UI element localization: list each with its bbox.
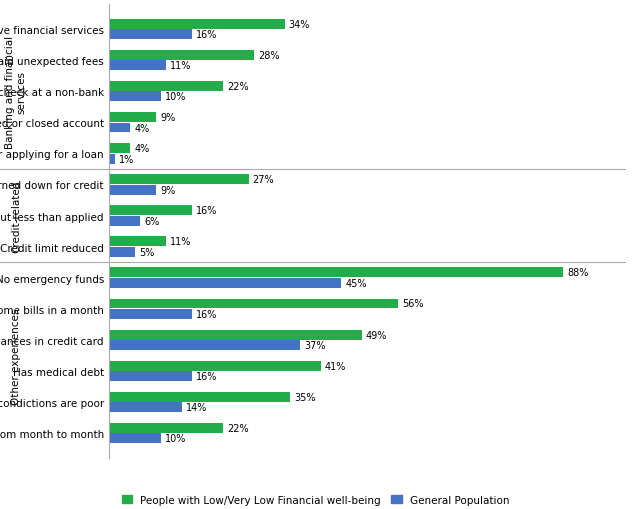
Bar xyxy=(109,361,321,371)
Text: 5%: 5% xyxy=(139,247,155,258)
Bar xyxy=(109,278,341,289)
Bar xyxy=(109,341,300,350)
Text: 4%: 4% xyxy=(134,123,149,133)
Text: 41%: 41% xyxy=(325,361,346,371)
Bar xyxy=(109,423,223,433)
Bar xyxy=(109,51,254,61)
Bar xyxy=(109,185,156,195)
Text: 16%: 16% xyxy=(196,309,218,320)
Text: 49%: 49% xyxy=(366,330,388,340)
Text: 35%: 35% xyxy=(294,392,316,402)
Text: 9%: 9% xyxy=(160,112,175,123)
Bar xyxy=(109,175,249,185)
Bar xyxy=(109,20,285,30)
Bar xyxy=(109,392,290,402)
Bar xyxy=(109,372,192,381)
Bar xyxy=(109,144,130,154)
Bar xyxy=(109,403,182,412)
Bar xyxy=(109,154,115,164)
Text: 16%: 16% xyxy=(196,30,218,40)
Text: 16%: 16% xyxy=(196,206,218,216)
Text: 28%: 28% xyxy=(258,51,279,61)
Text: 45%: 45% xyxy=(345,278,367,289)
Text: 34%: 34% xyxy=(289,20,310,30)
Text: 1%: 1% xyxy=(118,154,134,164)
Text: 10%: 10% xyxy=(165,92,187,102)
Bar xyxy=(109,30,192,40)
Legend: People with Low/Very Low Financial well-being, General Population: People with Low/Very Low Financial well-… xyxy=(117,491,514,509)
Text: 22%: 22% xyxy=(227,423,249,433)
Bar xyxy=(109,330,362,340)
Bar xyxy=(109,123,130,133)
Bar xyxy=(109,92,161,102)
Text: 88%: 88% xyxy=(567,268,589,278)
Text: 11%: 11% xyxy=(170,237,192,247)
Text: 11%: 11% xyxy=(170,61,192,71)
Bar xyxy=(109,434,161,443)
Bar xyxy=(109,216,140,227)
Bar xyxy=(109,82,223,92)
Bar xyxy=(109,309,192,320)
Text: 9%: 9% xyxy=(160,185,175,195)
Bar xyxy=(109,247,135,258)
Bar xyxy=(109,206,192,216)
Text: 6%: 6% xyxy=(144,216,160,227)
Text: 10%: 10% xyxy=(165,434,187,443)
Text: Credit-related: Credit-related xyxy=(11,180,21,252)
Text: 27%: 27% xyxy=(252,175,274,185)
Bar xyxy=(109,113,156,123)
Bar xyxy=(109,61,166,71)
Text: Other experiences: Other experiences xyxy=(11,307,21,404)
Bar xyxy=(109,299,398,309)
Text: Banking and financial
services: Banking and financial services xyxy=(5,36,27,149)
Text: 37%: 37% xyxy=(304,341,326,351)
Bar xyxy=(109,268,563,278)
Text: 16%: 16% xyxy=(196,372,218,381)
Text: 4%: 4% xyxy=(134,144,149,154)
Text: 56%: 56% xyxy=(402,299,424,309)
Bar xyxy=(109,237,166,247)
Text: 14%: 14% xyxy=(185,403,207,412)
Text: 22%: 22% xyxy=(227,82,249,92)
